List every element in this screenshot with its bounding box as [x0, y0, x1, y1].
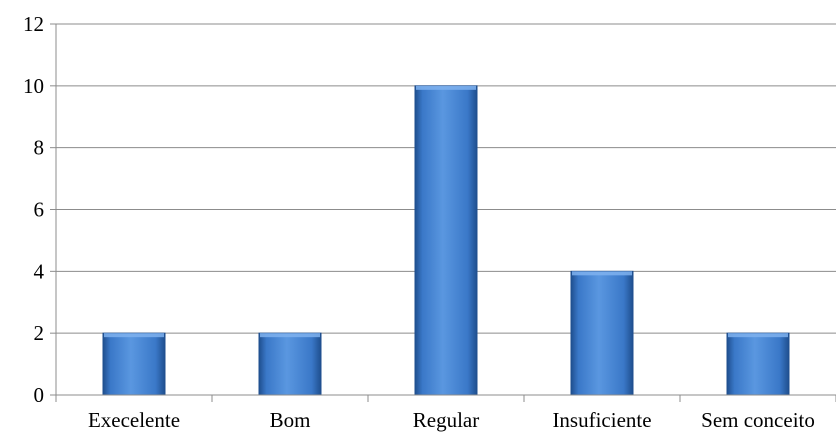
y-tick-label: 12 [23, 12, 44, 36]
x-category-label: Execelente [88, 408, 180, 432]
y-tick-label: 8 [34, 136, 45, 160]
bar-cap [260, 333, 320, 338]
y-tick-label: 2 [34, 321, 45, 345]
bar-cap [572, 271, 632, 276]
bar-regular [414, 85, 478, 396]
bar-bom [258, 332, 322, 396]
bar-cap [104, 333, 164, 338]
bar-cap [728, 333, 788, 338]
y-tick-label: 6 [34, 198, 45, 222]
x-category-label: Bom [270, 408, 311, 432]
bar-insuficiente [570, 270, 634, 396]
x-category-label: Sem conceito [701, 408, 815, 432]
x-category-label: Regular [413, 408, 479, 432]
plot-area: 0 2 4 6 8 10 12 Execelente Bom Regular Insuficient… [23, 12, 836, 432]
bar-cap [416, 85, 476, 90]
y-tick-label: 10 [23, 74, 44, 98]
bar-execelente [102, 332, 166, 396]
y-tick-label: 0 [34, 383, 45, 407]
y-tick-label: 4 [34, 259, 45, 283]
x-category-label: Insuficiente [552, 408, 651, 432]
bar-sem-conceito [726, 332, 790, 396]
